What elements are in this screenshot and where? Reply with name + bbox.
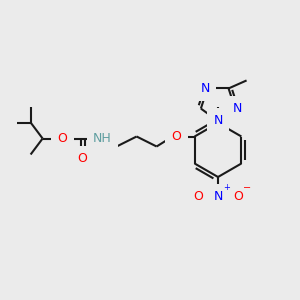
Text: O: O bbox=[172, 130, 182, 143]
Text: O: O bbox=[78, 152, 88, 165]
Text: NH: NH bbox=[93, 132, 112, 145]
Text: O: O bbox=[193, 190, 203, 203]
Text: O: O bbox=[58, 132, 68, 145]
Text: N: N bbox=[213, 190, 223, 203]
Text: N: N bbox=[232, 102, 242, 115]
Text: +: + bbox=[223, 183, 230, 192]
Text: N: N bbox=[201, 82, 210, 95]
Text: −: − bbox=[243, 183, 251, 193]
Text: N: N bbox=[213, 115, 223, 128]
Text: O: O bbox=[233, 190, 243, 203]
